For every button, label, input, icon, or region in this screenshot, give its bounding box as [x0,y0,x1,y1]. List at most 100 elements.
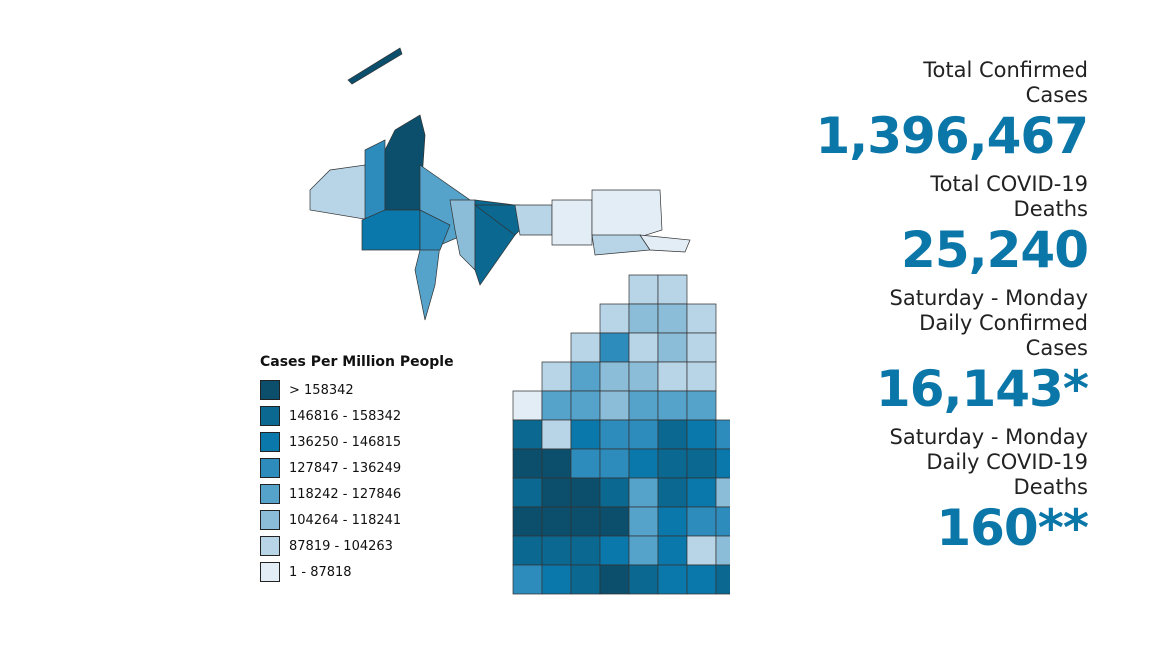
county [570,535,601,566]
map-legend: Cases Per Million People > 158342 146816 … [260,354,454,585]
legend-label: 118242 - 127846 [289,486,402,502]
county [628,564,659,595]
county [599,535,630,566]
county [599,361,630,392]
county [570,477,601,508]
legend-swatch [260,536,280,556]
stats-panel: Total Confirmed Cases 1,396,467 Total CO… [748,58,1089,564]
county [514,204,553,236]
stat-value: 25,240 [901,221,1089,279]
county [599,506,630,537]
county [541,390,572,421]
stat-daily-cases: Saturday - Monday Daily Confirmed Cases … [748,286,1089,418]
county [657,332,688,363]
county [570,390,601,421]
county [541,564,572,595]
legend-item: 87819 - 104263 [260,533,454,559]
county [570,419,601,450]
legend-label: 104264 - 118241 [289,512,402,528]
legend-label: 87819 - 104263 [289,538,393,554]
legend-item: 136250 - 146815 [260,429,454,455]
county [512,564,543,595]
legend-item: 1 - 87818 [260,559,454,585]
county [686,564,717,595]
county [512,535,543,566]
county [628,477,659,508]
county [570,361,601,392]
legend-item: > 158342 [260,377,454,403]
stat-value: 16,143* [875,360,1089,418]
legend-item: 127847 - 136249 [260,455,454,481]
county [715,535,730,566]
legend-title: Cases Per Million People [260,354,454,370]
county [364,139,386,221]
legend-swatch [260,380,280,400]
county [449,199,476,271]
legend-label: 1 - 87818 [289,564,352,580]
legend-label: 127847 - 136249 [289,460,402,476]
county [715,564,730,595]
county [512,506,543,537]
county [628,506,659,537]
county [599,303,630,334]
county [599,332,630,363]
stat-label: Saturday - Monday Daily Confirmed Cases [889,286,1088,360]
stat-total-cases: Total Confirmed Cases 1,396,467 [748,58,1089,164]
county [512,419,543,450]
county [657,274,688,305]
county [541,477,572,508]
stat-label: Total COVID-19 Deaths [930,172,1088,221]
county [599,390,630,421]
county [347,47,403,85]
county [657,303,688,334]
county [657,419,688,450]
county [657,477,688,508]
county [591,189,663,241]
legend-swatch [260,510,280,530]
county [512,448,543,479]
county [551,199,593,246]
county [541,535,572,566]
county [570,332,601,363]
county [628,535,659,566]
county [570,448,601,479]
county [541,419,572,450]
stat-label: Saturday - Monday Daily COVID-19 Deaths [889,425,1088,499]
county [686,390,717,421]
county [628,419,659,450]
county [419,209,451,251]
county [628,390,659,421]
legend-item: 104264 - 118241 [260,507,454,533]
legend-swatch [260,432,280,452]
county [512,477,543,508]
county [686,506,717,537]
stat-value: 160** [936,499,1089,557]
county [715,448,730,479]
county [657,535,688,566]
county [541,448,572,479]
legend-item: 118242 - 127846 [260,481,454,507]
county [657,361,688,392]
county [541,361,572,392]
legend-swatch [260,406,280,426]
legend-label: 136250 - 146815 [289,434,402,450]
county [599,448,630,479]
county [591,234,651,256]
county [309,164,371,221]
stat-total-deaths: Total COVID-19 Deaths 25,240 [748,172,1089,279]
county [686,361,717,392]
county [628,361,659,392]
stat-label: Total Confirmed Cases [923,58,1088,107]
county [657,390,688,421]
county [628,332,659,363]
county [628,274,659,305]
legend-swatch [260,562,280,582]
county [361,209,421,251]
county [384,114,426,211]
county [628,303,659,334]
county [715,477,730,508]
legend-swatch [260,484,280,504]
county [686,535,717,566]
county [657,564,688,595]
county [599,564,630,595]
